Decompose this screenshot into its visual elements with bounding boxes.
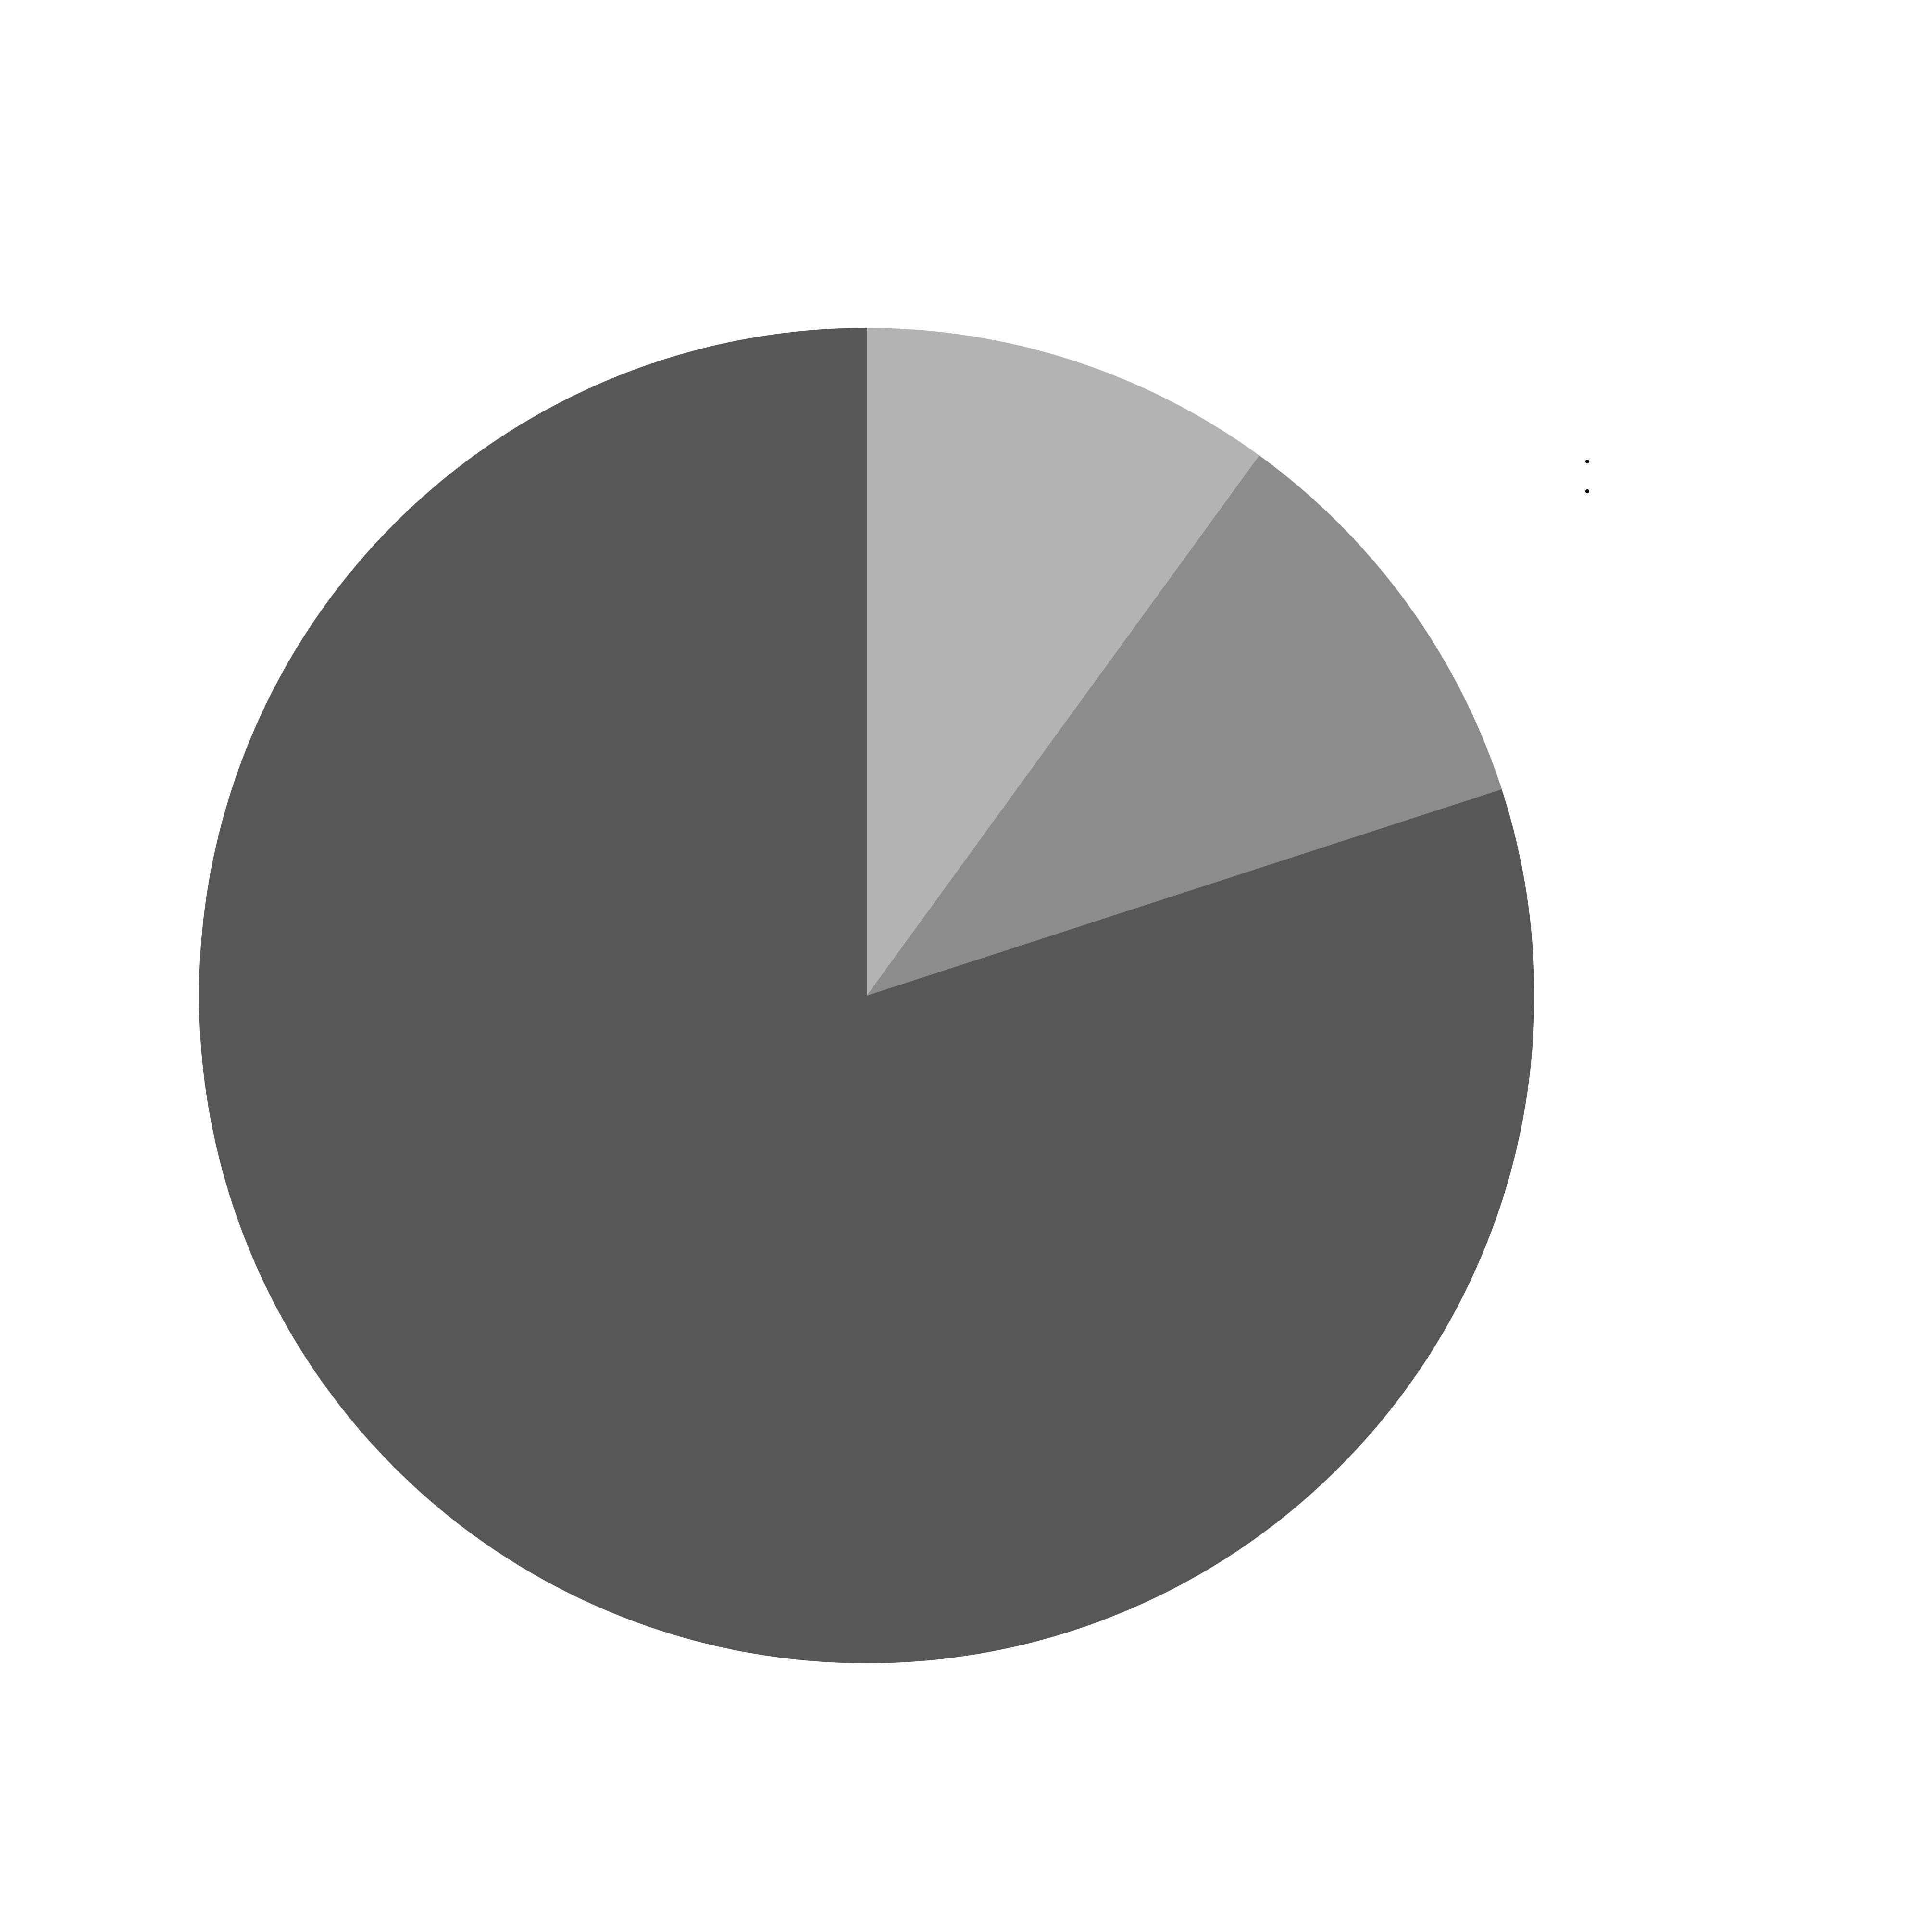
pie-slice-1	[867, 328, 1259, 996]
legend-marker-2	[1585, 489, 1589, 493]
pie-slices	[199, 328, 1534, 1663]
pie-slice-3	[199, 328, 1534, 1663]
pie-slice-2	[867, 455, 1502, 996]
legend-marker-1	[1585, 460, 1589, 463]
legend	[1585, 460, 1589, 493]
